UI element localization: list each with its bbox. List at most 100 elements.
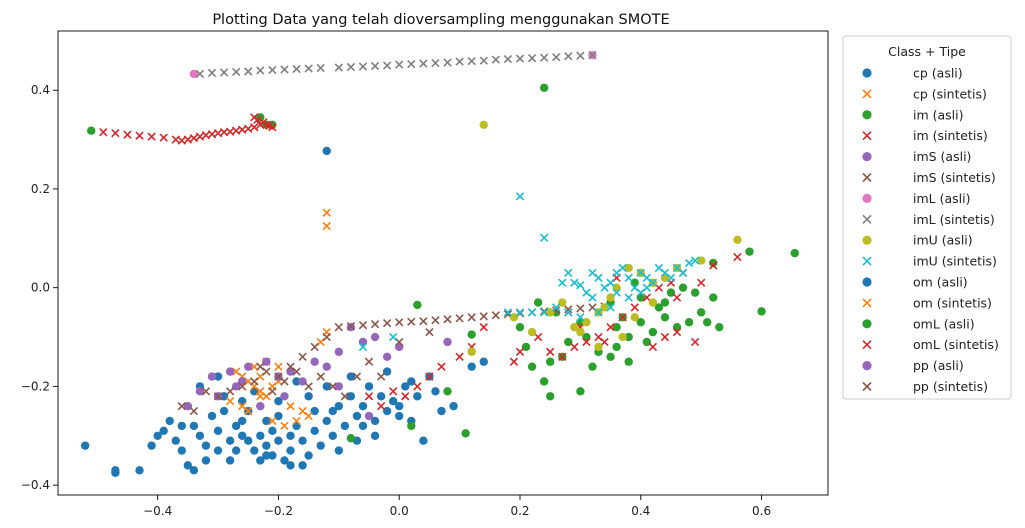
data-point bbox=[310, 342, 319, 352]
data-point bbox=[370, 332, 380, 342]
data-point bbox=[328, 431, 337, 440]
data-point bbox=[564, 52, 573, 61]
data-point bbox=[527, 53, 537, 63]
data-point bbox=[437, 362, 446, 371]
data-point bbox=[382, 352, 392, 361]
y-tick-label: 0.2 bbox=[31, 182, 50, 196]
y-tick-label: −0.4 bbox=[21, 478, 50, 492]
data-point bbox=[697, 278, 706, 287]
data-point bbox=[745, 247, 754, 256]
data-point bbox=[177, 401, 186, 411]
data-point bbox=[292, 64, 301, 74]
data-point bbox=[201, 456, 211, 465]
data-point bbox=[280, 392, 289, 401]
data-point bbox=[703, 318, 712, 327]
data-point bbox=[280, 65, 289, 74]
data-point bbox=[461, 429, 470, 438]
data-point bbox=[334, 382, 344, 391]
data-point bbox=[515, 347, 525, 357]
data-point bbox=[606, 352, 615, 361]
y-tick-label: 0.0 bbox=[31, 281, 50, 295]
data-point bbox=[225, 436, 235, 445]
data-point bbox=[395, 318, 404, 327]
data-point bbox=[99, 128, 108, 137]
data-point bbox=[231, 446, 241, 455]
data-point bbox=[757, 307, 766, 316]
data-point bbox=[286, 446, 295, 455]
data-point bbox=[576, 313, 585, 322]
data-point bbox=[322, 362, 331, 371]
data-point bbox=[546, 347, 555, 357]
data-point bbox=[618, 263, 627, 273]
data-point bbox=[262, 416, 271, 426]
data-point bbox=[618, 313, 627, 322]
data-point bbox=[690, 337, 700, 347]
data-point bbox=[322, 416, 331, 426]
data-point bbox=[274, 436, 283, 445]
data-point bbox=[334, 347, 344, 357]
legend-label: cp (asli) bbox=[913, 66, 963, 81]
data-point bbox=[262, 441, 271, 450]
legend-label: im (sintetis) bbox=[913, 128, 988, 143]
data-point bbox=[364, 411, 374, 421]
data-point bbox=[660, 332, 670, 342]
data-point bbox=[576, 51, 585, 60]
data-point bbox=[479, 312, 488, 321]
data-point bbox=[334, 323, 343, 332]
data-point bbox=[280, 421, 289, 431]
legend-marker bbox=[862, 319, 872, 329]
data-point bbox=[467, 56, 476, 66]
legend-title: Class + Tipe bbox=[888, 44, 966, 59]
data-point bbox=[382, 319, 392, 328]
data-point bbox=[298, 461, 307, 470]
data-point bbox=[545, 357, 555, 366]
data-point bbox=[576, 304, 585, 313]
data-point bbox=[709, 293, 718, 302]
data-point bbox=[618, 332, 627, 342]
data-point bbox=[594, 342, 603, 352]
legend-marker bbox=[862, 381, 872, 392]
data-point bbox=[358, 421, 368, 431]
data-point bbox=[147, 441, 156, 450]
data-point bbox=[346, 434, 356, 443]
data-point bbox=[316, 441, 325, 450]
data-point bbox=[304, 392, 313, 401]
data-point bbox=[630, 313, 639, 322]
data-point bbox=[564, 308, 573, 317]
data-point bbox=[231, 67, 241, 77]
data-point bbox=[395, 401, 404, 411]
data-point bbox=[111, 129, 120, 138]
data-point bbox=[322, 332, 331, 342]
data-point bbox=[648, 298, 658, 307]
data-point bbox=[316, 63, 325, 73]
data-point bbox=[696, 308, 706, 317]
data-point bbox=[401, 382, 410, 391]
data-point bbox=[684, 318, 694, 327]
data-point bbox=[790, 248, 799, 258]
data-point bbox=[539, 377, 549, 386]
data-point bbox=[624, 357, 633, 366]
data-point bbox=[690, 288, 700, 297]
data-point bbox=[298, 352, 307, 361]
data-point bbox=[479, 323, 488, 332]
data-point bbox=[159, 426, 168, 436]
data-point bbox=[455, 314, 464, 323]
data-point bbox=[256, 401, 265, 411]
data-point bbox=[304, 451, 313, 460]
legend-label: imL (asli) bbox=[913, 191, 970, 206]
data-point bbox=[491, 311, 501, 320]
data-point bbox=[570, 342, 579, 352]
data-point bbox=[709, 261, 718, 270]
data-point bbox=[274, 362, 283, 371]
data-point bbox=[310, 426, 319, 436]
data-point bbox=[304, 382, 313, 391]
data-point bbox=[292, 416, 301, 426]
data-point bbox=[539, 53, 549, 62]
data-point bbox=[660, 298, 670, 307]
data-point bbox=[612, 342, 621, 352]
legend: Class + Tipe cp (asli) cp (sintetis) im (a… bbox=[842, 35, 1012, 400]
data-point bbox=[358, 62, 368, 71]
legend-marker bbox=[862, 235, 872, 245]
data-point bbox=[195, 132, 205, 141]
data-point bbox=[564, 268, 573, 278]
